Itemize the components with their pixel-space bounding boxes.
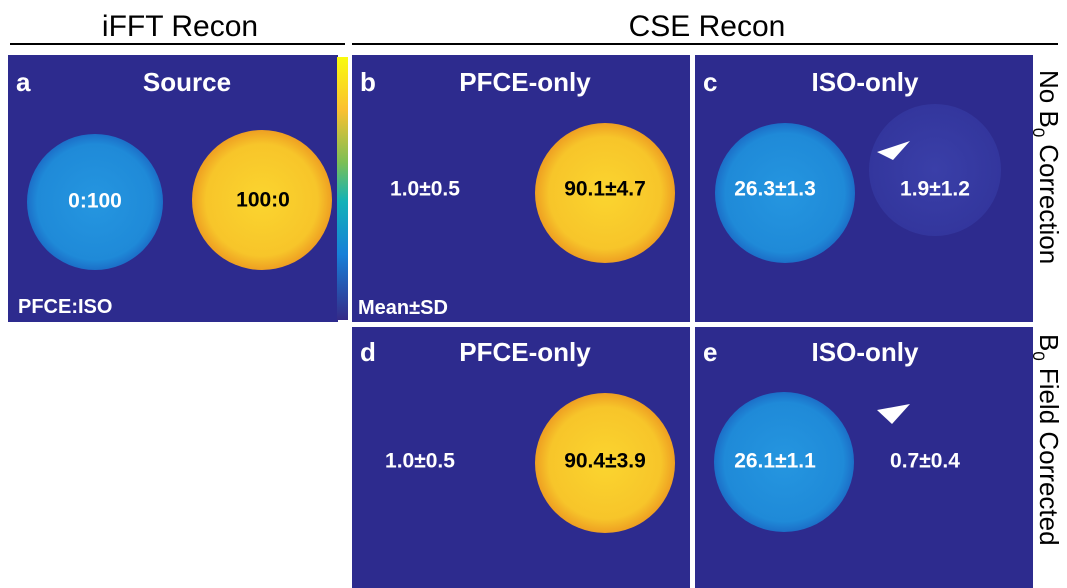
panel-title: ISO-only (812, 337, 919, 367)
panel-letter: d (360, 337, 376, 367)
row-label-sub: 0 (1029, 128, 1048, 137)
row-label-text: Field Corrected (1034, 368, 1064, 546)
value-label: 90.4±3.9 (564, 450, 646, 473)
panel-note: PFCE:ISO (18, 296, 112, 318)
panel: e ISO-only 26.1±1.1 0.7±0.4 (695, 327, 1033, 588)
panel-letter: c (703, 67, 717, 97)
header: iFFT Recon (102, 10, 258, 43)
panel-note: Mean±SD (358, 297, 448, 319)
row-label-text: B (1034, 334, 1064, 351)
value-label: 1.0±0.5 (390, 178, 460, 201)
value-label: 100:0 (236, 189, 290, 212)
value-label: 1.9±1.2 (900, 178, 970, 201)
value-label: 26.1±1.1 (734, 450, 816, 473)
row-label: No B0 Correction (1029, 70, 1064, 264)
panel: d PFCE-only 1.0±0.5 90.4±3.9 (352, 327, 690, 588)
figure: iFFT Recon CSE Recon a Source 0:100 100:… (0, 0, 1067, 588)
panel-title: PFCE-only (459, 67, 591, 97)
value-label: 1.0±0.5 (385, 450, 455, 473)
panel-title: ISO-only (812, 67, 919, 97)
colorbar (337, 57, 348, 320)
panel-letter: e (703, 337, 717, 367)
value-label: 26.3±1.3 (734, 178, 816, 201)
row-label-text: No B (1034, 70, 1064, 128)
panel-title: PFCE-only (459, 337, 591, 367)
value-label: 0:100 (68, 190, 122, 213)
value-label: 90.1±4.7 (564, 178, 646, 201)
row-label: B0 Field Corrected (1029, 334, 1064, 546)
row-label-text: Correction (1034, 144, 1064, 264)
row-label-sub: 0 (1029, 351, 1048, 360)
panel: c ISO-only 26.3±1.3 1.9±1.2 (695, 55, 1033, 322)
panel: b PFCE-only 1.0±0.5 90.1±4.7 Mean±SD (352, 55, 690, 322)
value-label: 0.7±0.4 (890, 450, 960, 473)
panel: a Source 0:100 100:0 PFCE:ISO (8, 55, 348, 322)
panel-title: Source (143, 67, 231, 97)
panel-letter: b (360, 67, 376, 97)
panel-letter: a (16, 67, 31, 97)
header: CSE Recon (629, 10, 786, 43)
